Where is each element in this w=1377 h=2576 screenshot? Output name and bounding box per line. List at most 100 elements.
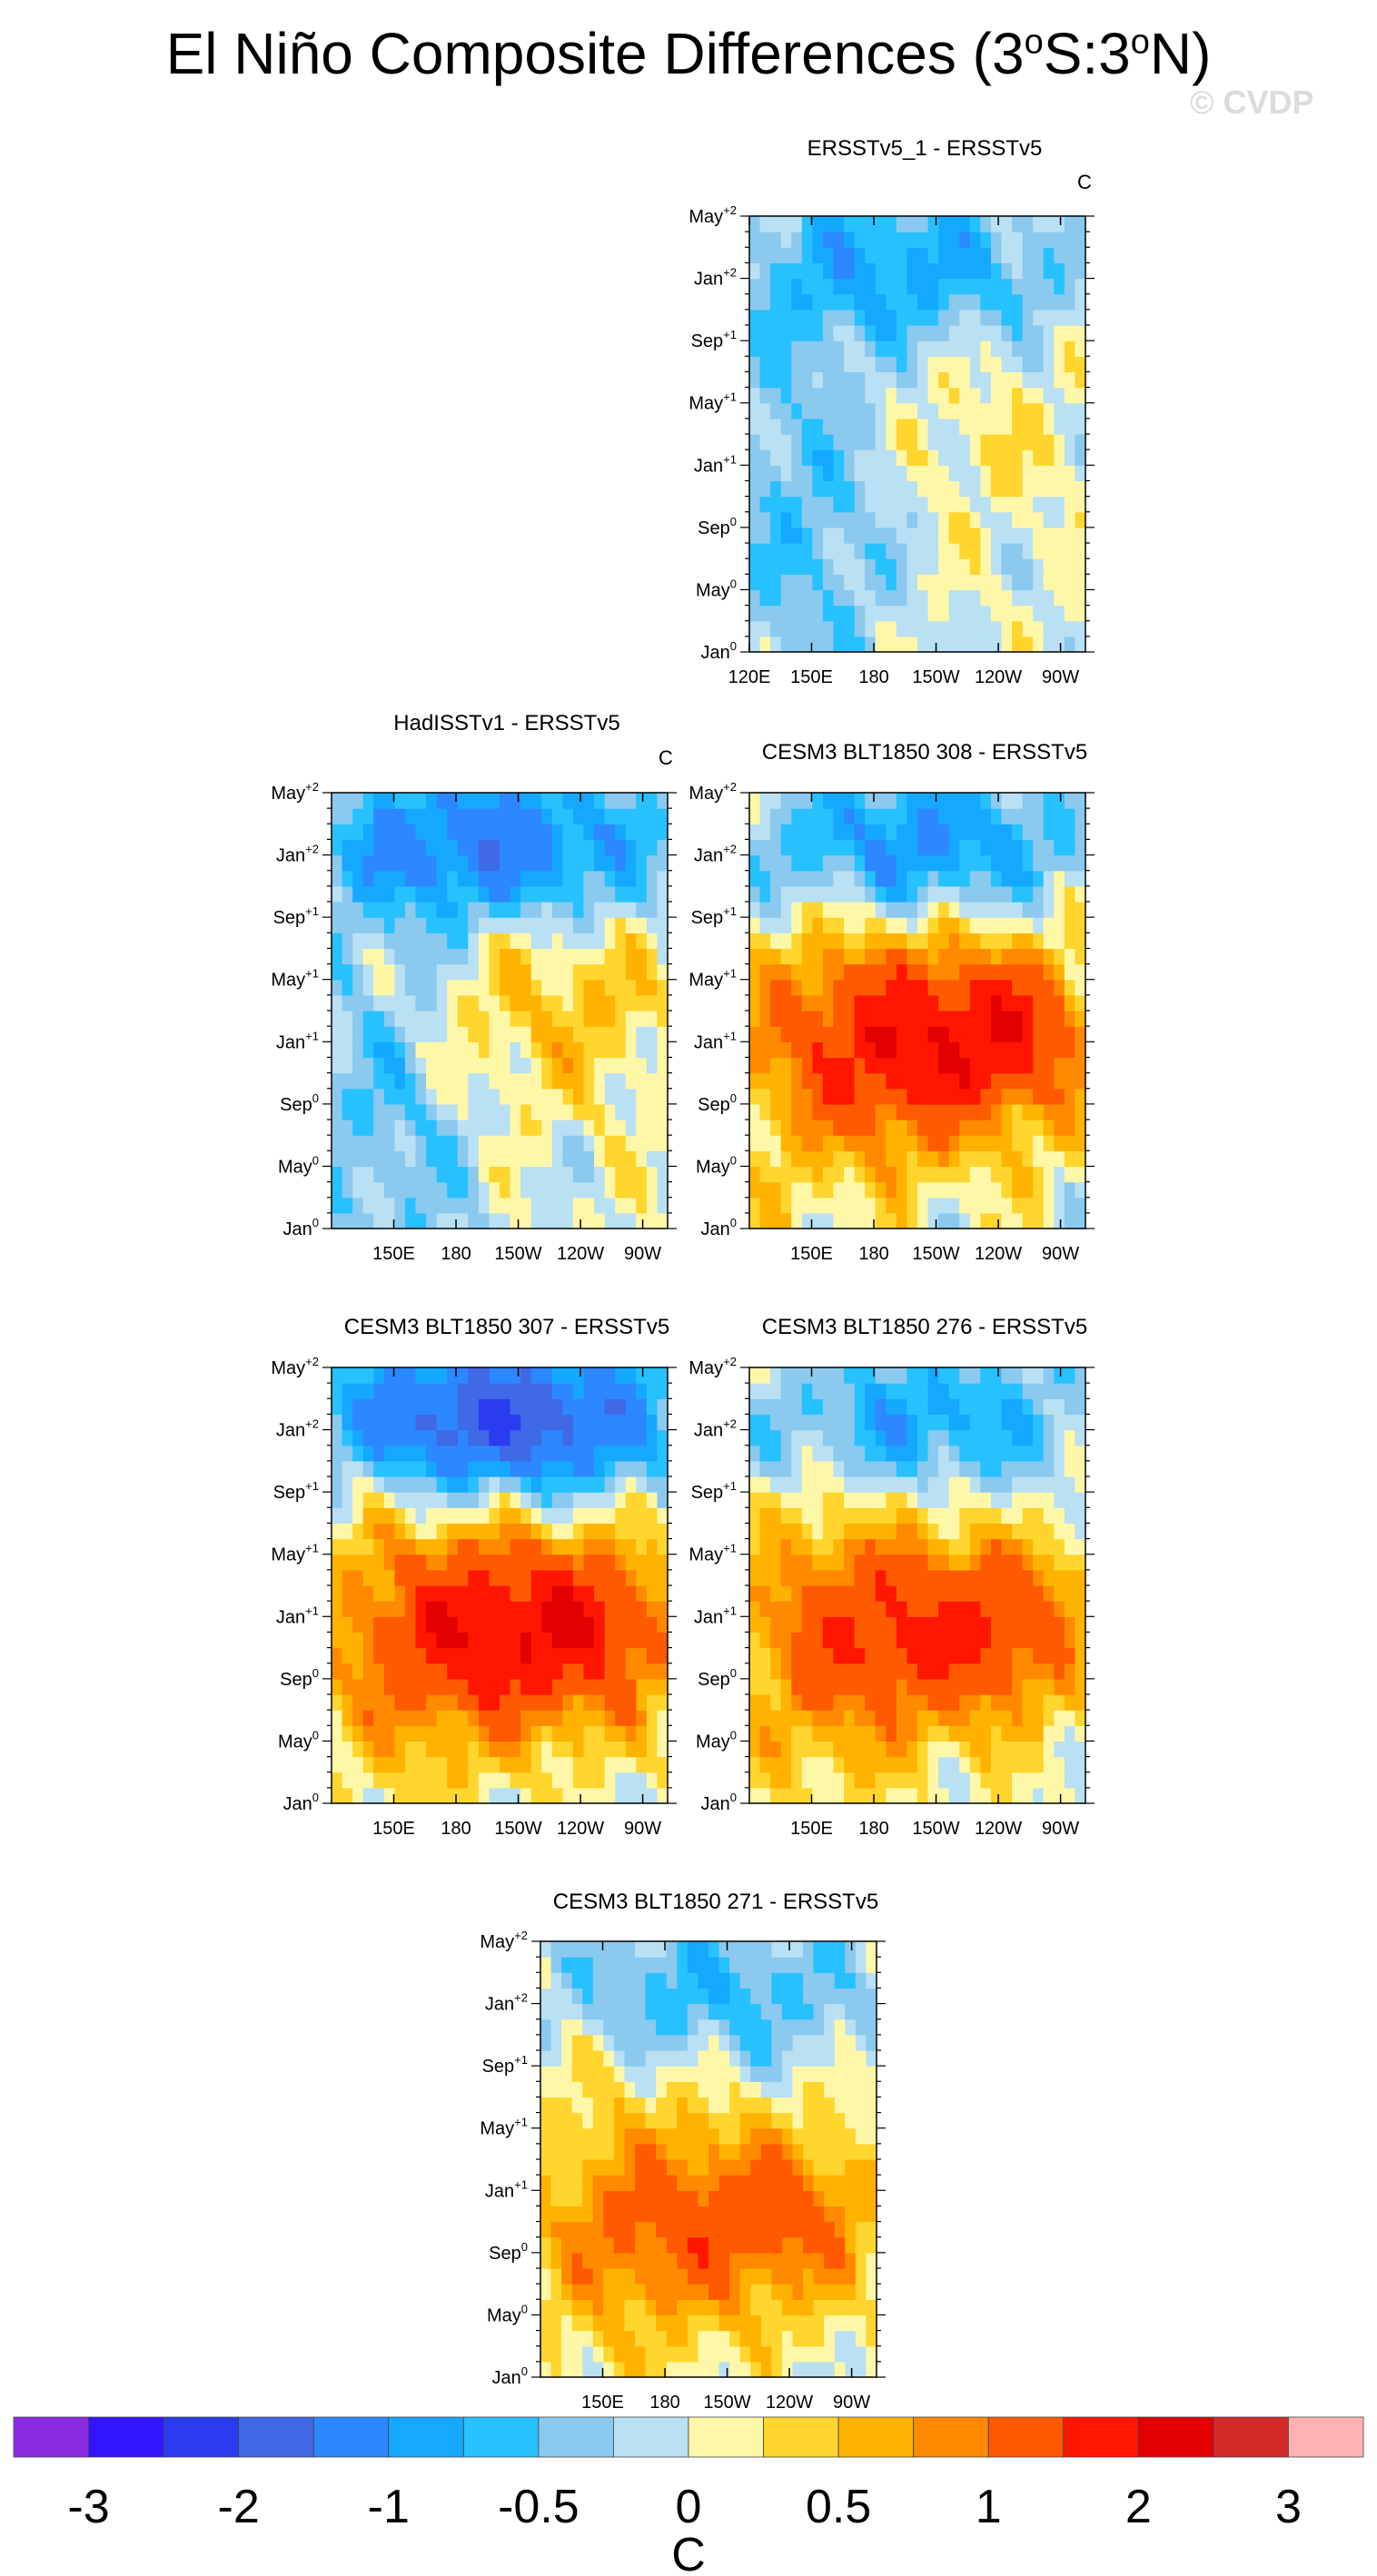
heatmap-cell [594, 948, 606, 965]
heatmap-cell [1001, 1103, 1013, 1120]
heatmap-cell [886, 341, 897, 357]
heatmap-cell [906, 247, 918, 264]
y-tick-label: May+1 [688, 1542, 737, 1565]
heatmap-cell [457, 994, 469, 1012]
heatmap-cell [1001, 387, 1013, 404]
heatmap-cell [1012, 854, 1024, 872]
heatmap-cell [447, 1041, 459, 1059]
heatmap-cell [917, 1554, 929, 1571]
heatmap-cell [948, 247, 960, 264]
heatmap-cell [583, 1601, 595, 1617]
heatmap-cell [759, 854, 771, 872]
heatmap-cell [749, 1492, 761, 1508]
heatmap-cell [1075, 605, 1086, 622]
heatmap-cell [572, 1616, 585, 1633]
heatmap-cell [1043, 870, 1055, 887]
heatmap-cell [749, 933, 761, 950]
heatmap-cell [770, 278, 782, 295]
heatmap-cell [1012, 793, 1024, 809]
heatmap-cell [1075, 543, 1086, 559]
heatmap-cell [990, 1011, 1003, 1027]
heatmap-cell [906, 216, 918, 232]
heatmap-cell [510, 1772, 521, 1789]
heatmap-cell [500, 1135, 511, 1151]
heatmap-cell [917, 620, 929, 637]
heatmap-cell [332, 1710, 343, 1726]
heatmap-cell [332, 933, 343, 950]
heatmap-cell [917, 1383, 929, 1399]
heatmap-cell [927, 620, 939, 637]
heatmap-cell [812, 402, 824, 419]
heatmap-cell [1064, 232, 1076, 248]
heatmap-cell [1001, 1041, 1013, 1059]
heatmap-cell [938, 449, 950, 466]
heatmap-cell [896, 1523, 908, 1540]
heatmap-cell [822, 309, 835, 326]
heatmap-cell [352, 1103, 364, 1120]
heatmap-cell [990, 839, 1003, 856]
heatmap-cell [510, 948, 521, 965]
heatmap-cell [801, 1616, 813, 1633]
heatmap-cell [541, 1756, 553, 1773]
heatmap-cell [990, 902, 1003, 918]
heatmap-cell [468, 870, 480, 887]
heatmap-cell [759, 1011, 771, 1027]
heatmap-cell [917, 558, 929, 575]
heatmap-cell [541, 808, 553, 824]
heatmap-cell [489, 1445, 500, 1462]
heatmap-cell [352, 1601, 364, 1617]
heatmap-cell [780, 1120, 792, 1136]
heatmap-cell [854, 1538, 866, 1555]
heatmap-cell [812, 449, 824, 466]
heatmap-cell [394, 979, 406, 996]
heatmap-cell [1075, 278, 1086, 295]
heatmap-cell [844, 574, 856, 591]
heatmap-cell [594, 1041, 606, 1059]
heatmap-cell [865, 278, 877, 295]
heatmap-cell [990, 293, 1003, 311]
heatmap-cell [500, 1088, 511, 1105]
heatmap-cell [394, 1585, 406, 1602]
heatmap-cell [854, 278, 866, 295]
heatmap-cell [833, 979, 845, 996]
heatmap-cell [969, 543, 981, 559]
heatmap-cell [383, 1741, 395, 1758]
heatmap-cell [352, 1166, 364, 1183]
heatmap-cell [1043, 1460, 1055, 1477]
heatmap-cell [698, 2330, 709, 2347]
heatmap-cell [927, 1150, 939, 1168]
heatmap-cell [801, 1569, 813, 1586]
heatmap-cell [833, 449, 845, 466]
heatmap-cell [636, 1120, 648, 1136]
heatmap-cell [927, 247, 939, 264]
heatmap-cell [780, 232, 792, 248]
heatmap-cell [562, 839, 574, 856]
heatmap-cell [1012, 1120, 1024, 1136]
heatmap-cell [1012, 1414, 1024, 1431]
heatmap-cell [959, 1601, 971, 1617]
heatmap-cell [373, 808, 385, 824]
heatmap-cell [1012, 1398, 1024, 1416]
heatmap-cell [604, 1429, 616, 1446]
heatmap-cell [572, 1414, 585, 1431]
heatmap-cell [394, 885, 406, 903]
heatmap-cell [875, 1647, 887, 1664]
heatmap-cell [791, 1756, 803, 1773]
heatmap-cell [938, 1741, 950, 1758]
heatmap-cell [770, 232, 782, 248]
heatmap-cell [1012, 496, 1024, 513]
heatmap-cell [1001, 325, 1013, 341]
heatmap-cell [886, 558, 897, 575]
heatmap-cell [865, 1538, 877, 1555]
heatmap-cell [917, 1166, 929, 1183]
heatmap-cell [594, 1632, 606, 1649]
heatmap-cell [478, 1741, 490, 1758]
heatmap-cell [812, 1041, 824, 1059]
heatmap-cell [822, 574, 835, 591]
heatmap-cell [625, 1756, 637, 1773]
heatmap-cell [562, 808, 574, 824]
heatmap-cell [415, 917, 427, 933]
heatmap-cell [822, 278, 835, 295]
heatmap-cell [791, 1772, 803, 1789]
heatmap-cell [1064, 1710, 1076, 1726]
